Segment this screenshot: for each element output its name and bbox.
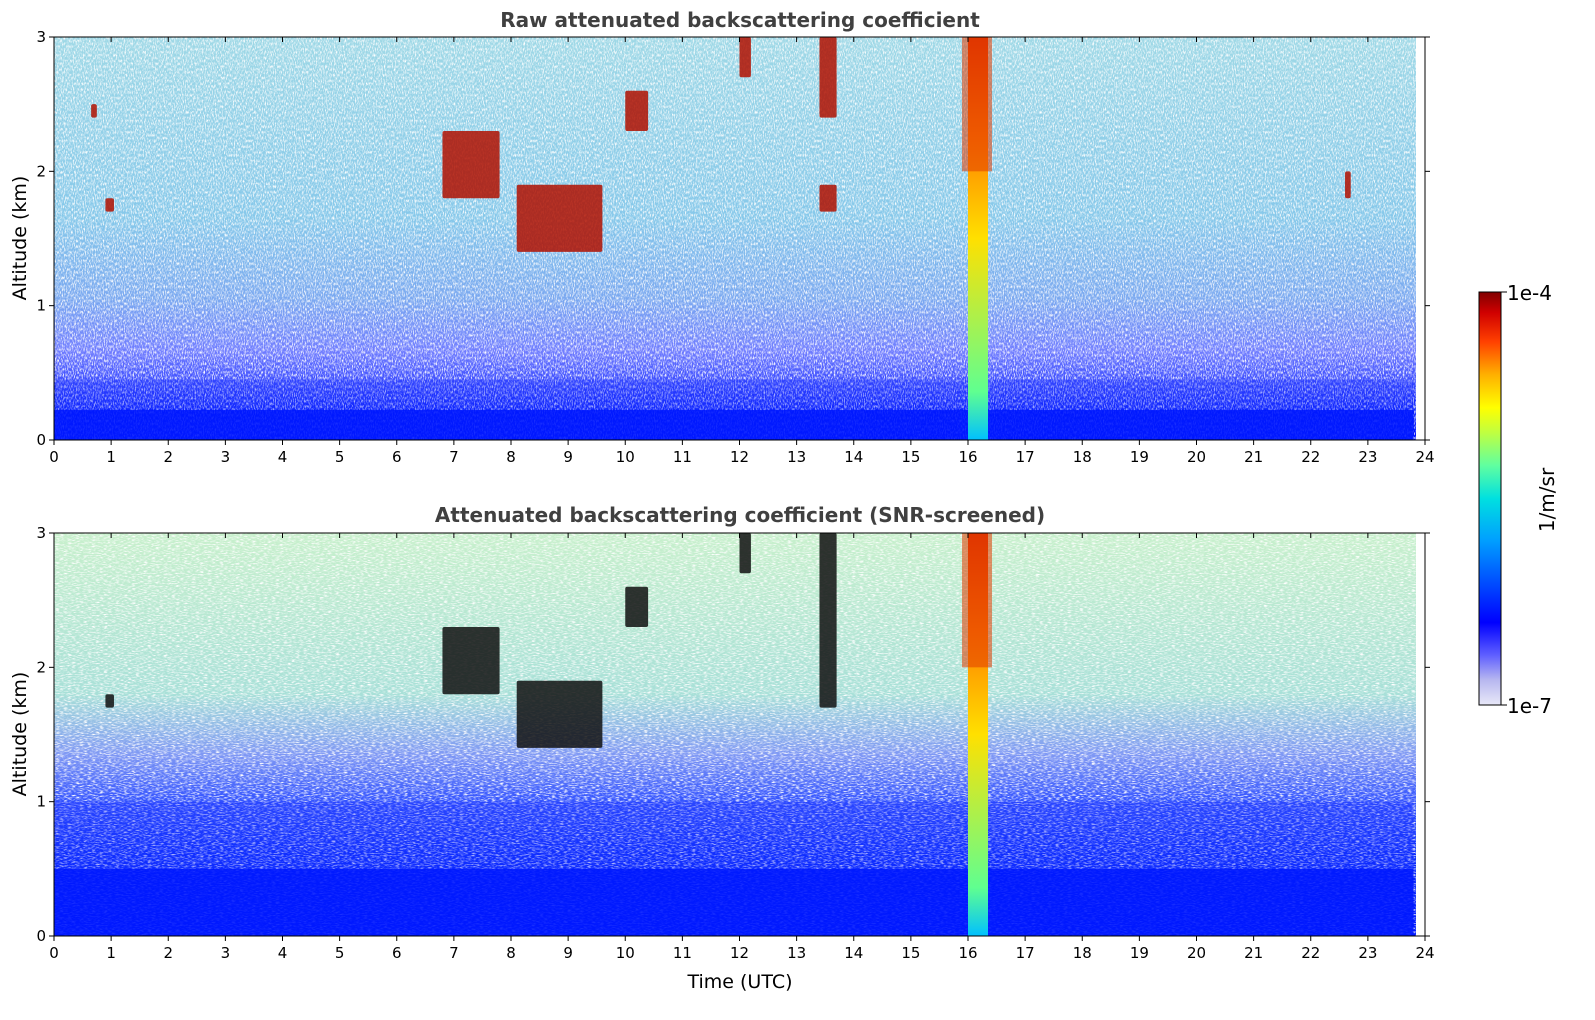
raw-cloud-7 (739, 37, 751, 78)
snr-y-tick-label-3: 3 (36, 524, 46, 542)
raw-x-tick-label-0: 0 (49, 448, 59, 466)
raw-x-tick-label-12: 12 (730, 448, 749, 466)
raw-x-tick-label-4: 4 (278, 448, 288, 466)
snr-cloud-6 (739, 533, 751, 574)
raw-x-tick-label-16: 16 (958, 448, 977, 466)
raw-cloud-4 (442, 131, 500, 199)
raw-x-tick-label-7: 7 (449, 448, 459, 466)
raw-x-tick-label-5: 5 (335, 448, 345, 466)
raw-x-tick-label-20: 20 (1187, 448, 1206, 466)
raw-cloud-6 (625, 90, 649, 132)
snr-x-tick-label-4: 4 (278, 944, 288, 962)
colorbar-max-label: 1e-4 (1507, 281, 1552, 305)
raw-cloud-8 (819, 37, 837, 118)
raw-y-tick-label-3: 3 (36, 28, 46, 46)
snr-y-tick-label-0: 0 (36, 927, 46, 945)
snr-x-tick-label-17: 17 (1016, 944, 1035, 962)
snr-x-tick-label-0: 0 (49, 944, 59, 962)
raw-x-tick-label-19: 19 (1130, 448, 1149, 466)
raw-backscatter-panel: Raw attenuated backscattering coefficien… (9, 8, 1435, 466)
snr-y-tick-labels: 0 1 2 3 (36, 524, 1430, 945)
snr-x-tick-labels: 0 1 2 3 4 5 6 7 8 9 10 11 12 13 14 15 16 17 18 19 20 21 22 23 24 (49, 533, 1435, 962)
snr-cloud-3 (442, 627, 500, 695)
snr-x-tick-label-15: 15 (901, 944, 920, 962)
snr-x-tick-label-5: 5 (335, 944, 345, 962)
raw-cloud-3 (91, 104, 97, 118)
raw-boundary-layer-upper (54, 379, 1414, 410)
snr-cloud-7 (819, 533, 837, 708)
snr-x-tick-label-7: 7 (449, 944, 459, 962)
raw-panel-title: Raw attenuated backscattering coefficien… (500, 8, 980, 32)
raw-boundary-layer (54, 409, 1414, 440)
raw-x-tick-label-3: 3 (221, 448, 231, 466)
snr-x-tick-label-8: 8 (506, 944, 516, 962)
snr-x-tick-label-1: 1 (106, 944, 116, 962)
raw-cloud-5 (516, 184, 603, 252)
raw-x-tick-label-22: 22 (1301, 448, 1320, 466)
snr-y-tick-label-2: 2 (36, 658, 46, 676)
snr-x-tick-label-20: 20 (1187, 944, 1206, 962)
snr-x-tick-label-13: 13 (787, 944, 806, 962)
raw-x-tick-label-14: 14 (844, 448, 863, 466)
x-axis-label: Time (UTC) (686, 971, 792, 993)
raw-x-tick-label-15: 15 (901, 448, 920, 466)
snr-x-tick-label-18: 18 (1073, 944, 1092, 962)
raw-x-tick-label-23: 23 (1358, 448, 1377, 466)
snr-x-tick-label-14: 14 (844, 944, 863, 962)
snr-rain-column-top (962, 533, 992, 668)
snr-heatmap-field (54, 533, 1416, 936)
raw-x-tick-label-10: 10 (616, 448, 635, 466)
snr-x-tick-label-12: 12 (730, 944, 749, 962)
raw-x-tick-label-11: 11 (673, 448, 692, 466)
raw-noise-speckle (54, 37, 1416, 440)
raw-x-tick-label-1: 1 (106, 448, 116, 466)
raw-y-tick-labels: 0 1 2 3 (36, 28, 1430, 449)
raw-x-tick-label-21: 21 (1244, 448, 1263, 466)
snr-x-tick-label-19: 19 (1130, 944, 1149, 962)
raw-x-tick-label-18: 18 (1073, 448, 1092, 466)
raw-x-tick-label-13: 13 (787, 448, 806, 466)
raw-x-tick-label-17: 17 (1016, 448, 1035, 466)
snr-x-tick-label-2: 2 (163, 944, 173, 962)
snr-boundary-layer-upper (54, 801, 1414, 869)
raw-y-axis-label: Altitude (km) (9, 176, 31, 301)
raw-x-tick-label-8: 8 (506, 448, 516, 466)
snr-x-tick-label-24: 24 (1415, 944, 1434, 962)
snr-x-tick-label-6: 6 (392, 944, 402, 962)
snr-cloud-5 (625, 586, 649, 628)
snr-screened-panel: Attenuated backscattering coefficient (S… (9, 503, 1435, 993)
raw-cloud-9 (819, 184, 837, 212)
snr-x-tick-label-11: 11 (673, 944, 692, 962)
snr-cloud-4 (516, 680, 603, 748)
snr-x-tick-label-3: 3 (221, 944, 231, 962)
snr-x-tick-label-10: 10 (616, 944, 635, 962)
snr-y-tick-label-1: 1 (36, 793, 46, 811)
raw-heatmap-field (54, 37, 1416, 440)
raw-x-tick-label-9: 9 (563, 448, 573, 466)
raw-cloud-2 (105, 198, 114, 212)
snr-y-axis-label: Altitude (km) (9, 672, 31, 797)
raw-y-tick-label-0: 0 (36, 431, 46, 449)
raw-y-tick-label-2: 2 (36, 162, 46, 180)
snr-x-tick-label-22: 22 (1301, 944, 1320, 962)
raw-rain-column-top (962, 37, 992, 172)
colorbar-gradient (1478, 291, 1502, 706)
snr-x-tick-label-23: 23 (1358, 944, 1377, 962)
snr-boundary-layer (54, 868, 1414, 936)
snr-x-tick-label-9: 9 (563, 944, 573, 962)
raw-x-tick-labels: 0 1 2 3 4 5 6 7 8 9 10 11 12 13 14 15 16 17 18 19 20 21 22 23 24 (49, 37, 1435, 466)
snr-cloud-2 (105, 694, 114, 708)
raw-x-tick-label-6: 6 (392, 448, 402, 466)
colorbar-unit-label: 1/m/sr (1535, 467, 1559, 532)
raw-y-tick-label-1: 1 (36, 297, 46, 315)
colorbar: 1e-4 1e-7 1/m/sr (1478, 281, 1559, 718)
snr-x-tick-label-21: 21 (1244, 944, 1263, 962)
raw-x-tick-label-24: 24 (1415, 448, 1434, 466)
raw-x-tick-label-2: 2 (163, 448, 173, 466)
snr-x-tick-label-16: 16 (958, 944, 977, 962)
snr-panel-title: Attenuated backscattering coefficient (S… (435, 503, 1045, 527)
colorbar-min-label: 1e-7 (1507, 694, 1552, 718)
raw-cloud-10 (1345, 171, 1351, 199)
